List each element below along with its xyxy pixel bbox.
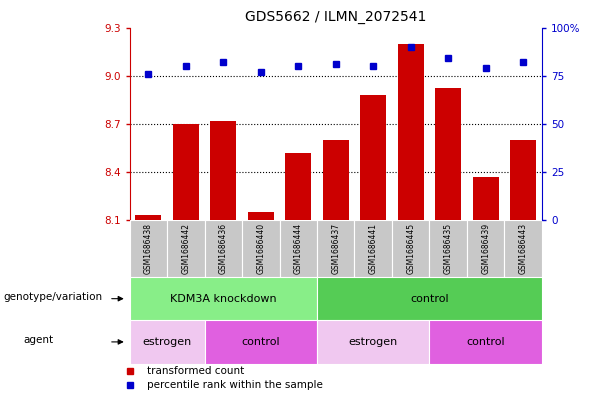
Text: control: control: [410, 294, 449, 304]
Text: genotype/variation: genotype/variation: [3, 292, 102, 302]
Bar: [317, 220, 355, 277]
Bar: [429, 220, 467, 277]
Bar: [392, 220, 429, 277]
Text: GSM1686435: GSM1686435: [444, 223, 453, 274]
Bar: [130, 220, 167, 277]
Bar: [130, 320, 204, 364]
Bar: [317, 320, 429, 364]
Bar: [323, 140, 349, 220]
Bar: [472, 177, 499, 220]
Text: control: control: [466, 337, 505, 347]
Text: GSM1686437: GSM1686437: [331, 223, 340, 274]
Text: control: control: [241, 337, 280, 347]
Bar: [204, 320, 317, 364]
Bar: [317, 277, 542, 320]
Text: GSM1686445: GSM1686445: [406, 223, 415, 274]
Bar: [429, 320, 542, 364]
Text: estrogen: estrogen: [349, 337, 398, 347]
Text: transformed count: transformed count: [147, 366, 244, 376]
Bar: [435, 88, 461, 220]
Text: KDM3A knockdown: KDM3A knockdown: [170, 294, 277, 304]
Bar: [247, 212, 274, 220]
Text: GSM1686443: GSM1686443: [519, 223, 528, 274]
Bar: [210, 121, 236, 220]
Text: estrogen: estrogen: [143, 337, 191, 347]
Bar: [360, 95, 386, 220]
Bar: [167, 220, 204, 277]
Text: percentile rank within the sample: percentile rank within the sample: [147, 380, 323, 390]
Text: GSM1686444: GSM1686444: [294, 223, 303, 274]
Bar: [467, 220, 504, 277]
Bar: [280, 220, 317, 277]
Text: GSM1686438: GSM1686438: [144, 223, 153, 274]
Bar: [398, 44, 424, 220]
Bar: [504, 220, 542, 277]
Bar: [135, 215, 161, 220]
Text: GSM1686441: GSM1686441: [369, 223, 378, 274]
Text: agent: agent: [24, 335, 54, 345]
Bar: [355, 220, 392, 277]
Text: GSM1686439: GSM1686439: [481, 223, 490, 274]
Bar: [285, 152, 312, 220]
Bar: [242, 220, 280, 277]
Bar: [510, 140, 536, 220]
Bar: [173, 124, 199, 220]
Bar: [130, 277, 317, 320]
Bar: [204, 220, 242, 277]
Title: GDS5662 / ILMN_2072541: GDS5662 / ILMN_2072541: [245, 10, 426, 24]
Text: GSM1686440: GSM1686440: [256, 223, 265, 274]
Text: GSM1686436: GSM1686436: [219, 223, 228, 274]
Text: GSM1686442: GSM1686442: [181, 223, 190, 274]
